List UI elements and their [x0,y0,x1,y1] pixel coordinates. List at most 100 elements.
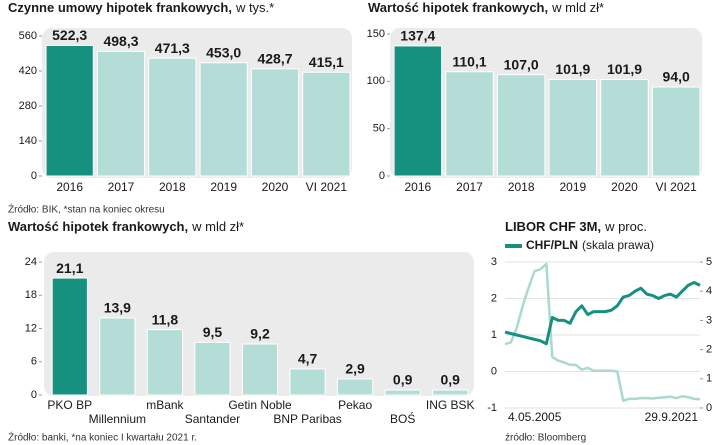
x-tick-label: Getin Noble [228,398,292,412]
x-tick-label: 2017 [456,180,483,194]
chart-title: LIBOR CHF 3M, w proc. [505,219,647,234]
value-label: 0,9 [393,372,413,388]
bar [241,343,279,396]
y2-tick-label: 4 [706,285,712,297]
value-label: 498,3 [103,33,138,49]
legend-label: CHF/PLN (skala prawa) [526,238,654,252]
bar [194,341,231,396]
y-tick-label: 100 [367,75,385,87]
x-tick-label: BOŚ [390,411,415,426]
y-tick-label: 150 [367,28,385,40]
bar [600,79,649,177]
y2-tick-label: 0 [706,402,712,414]
y-tick-label: 1 [491,329,497,341]
bar [548,79,598,177]
value-label: 471,3 [155,40,190,56]
y-tick-label: 3 [491,256,497,268]
bar [45,44,94,177]
title-main: Wartość hipotek frankowych, [8,219,188,234]
x-tick-label: VI 2021 [655,180,697,194]
bar [199,62,248,177]
chart-title: Wartość hipotek frankowych, w mld zł* [8,219,244,234]
y-tick-label: 12 [25,322,37,334]
value-label: 110,1 [452,53,486,69]
x-tick-label: 2016 [56,180,83,194]
title-unit: w mld zł* [551,0,604,15]
line-series [504,262,701,402]
title-main: LIBOR CHF 3M, [505,219,601,234]
x-tick-label: mBank [146,398,184,412]
bar [99,317,136,396]
x-tick-label: ING BSK [426,398,475,412]
y-tick-label: 18 [25,289,37,301]
x-tick-label: BNP Paribas [273,412,341,426]
x-tick-label: 2020 [262,180,289,194]
value-label: 9,5 [203,324,223,340]
y-tick-label: 2 [491,292,497,304]
value-label: 4,7 [298,351,318,367]
value-label: 0,9 [440,372,460,388]
bar [289,368,326,396]
y-tick-label: 140 [19,135,37,147]
x-tick-label: 2017 [108,180,135,194]
y-tick-label: 6 [31,356,37,368]
value-label: 415,1 [309,54,344,70]
x-tick-label: 2018 [508,180,535,194]
bar [445,71,494,177]
bar [337,378,374,396]
value-label: 101,9 [607,61,642,77]
bar [384,389,421,396]
y-tick-label: 0 [379,170,385,182]
bar [148,57,197,177]
x-tick-label: 4.05.2005 [508,410,562,424]
y-tick-label: -1 [487,402,497,414]
bar [651,86,701,177]
x-tick-label: 2019 [210,180,237,194]
y2-tick-label: 5 [706,256,712,268]
y2-tick-label: 2 [706,344,712,356]
bar [393,45,443,177]
x-tick-label: Santander [185,412,240,426]
value-label: 11,8 [152,311,179,327]
title-main: Wartość hipotek frankowych, [368,0,548,15]
bar [302,71,351,177]
chart-title: Czynne umowy hipotek frankowych, w tys.* [8,0,274,15]
value-label: 101,9 [555,61,590,77]
y-tick-label: 280 [19,100,37,112]
title-unit: w mld zł* [191,219,244,234]
value-label: 13,9 [104,300,131,316]
legend-name: CHF/PLN [526,238,578,252]
value-label: 453,0 [206,44,241,60]
value-label: 94,0 [663,69,690,85]
y-tick-label: 420 [19,65,37,77]
title-main: Czynne umowy hipotek frankowych, [8,0,232,15]
x-tick-label: 29.9.2021 [645,410,699,424]
y2-tick-label: 1 [706,373,712,385]
y-tick-label: 0 [491,365,497,377]
x-tick-label: Millennium [89,412,146,426]
chart-title: Wartość hipotek frankowych, w mld zł* [368,0,604,15]
value-label: 522,3 [52,27,87,43]
value-label: 137,4 [400,28,435,44]
value-label: 21,1 [56,260,83,276]
y-tick-label: 24 [25,256,37,268]
y-tick-label: 50 [373,123,385,135]
x-tick-label: 2018 [159,180,186,194]
title-unit: w proc. [604,219,647,234]
value-label: 428,7 [257,51,292,67]
source-note: źródło: Bloomberg [505,433,586,444]
bar [51,277,88,396]
x-tick-label: PKO BP [47,398,92,412]
y-tick-label: 0 [31,170,37,182]
y-tick-label: 0 [31,389,37,401]
value-label: 107,0 [504,56,539,72]
bar [250,68,300,177]
x-tick-label: VI 2021 [306,180,348,194]
value-label: 2,9 [345,361,365,377]
y2-tick-label: 3 [706,314,712,326]
y-tick-label: 560 [19,30,37,42]
legend-note: (skala prawa) [582,238,654,252]
title-unit: w tys.* [235,0,274,15]
source-note: Źródło: BIK, *stan na koniec okresu [8,203,165,216]
